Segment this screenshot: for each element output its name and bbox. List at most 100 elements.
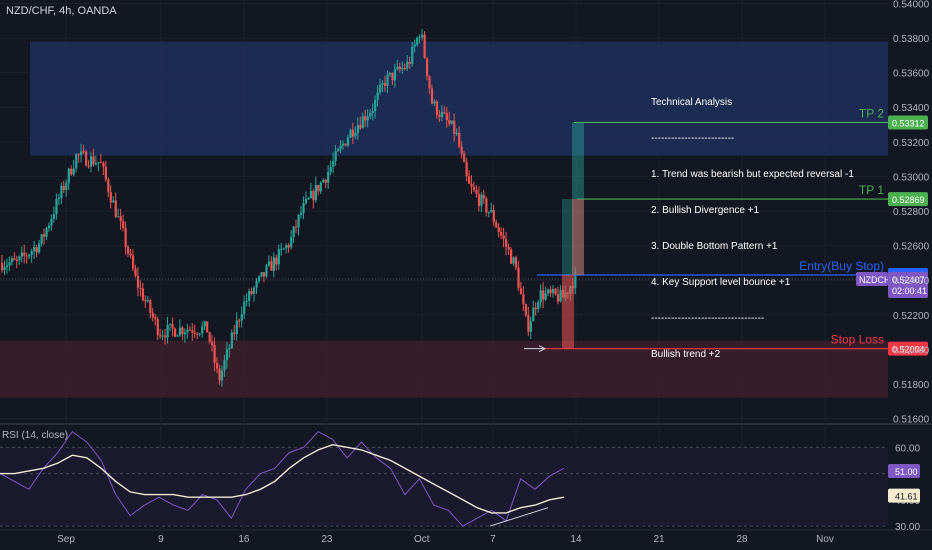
candle-down <box>124 227 127 247</box>
candle-down <box>15 259 19 261</box>
candle-down <box>351 129 355 137</box>
candle-down <box>359 125 362 129</box>
candle-down <box>383 83 387 87</box>
candle-up <box>257 276 261 281</box>
candle-up <box>349 129 352 138</box>
candle-down <box>151 312 154 318</box>
candle-up <box>376 92 379 100</box>
candle-down <box>517 267 520 289</box>
candle-up <box>178 327 182 336</box>
candle-down <box>472 186 476 191</box>
candle-down <box>423 34 426 58</box>
candle-up <box>94 163 98 165</box>
price-axis-tick: 0.51800 <box>893 380 930 391</box>
candle-up <box>297 214 300 228</box>
candle-down <box>485 198 488 213</box>
candle-down <box>438 115 441 118</box>
price-axis-tick: 0.52000 <box>893 345 930 356</box>
candle-down <box>324 179 327 183</box>
level-label: Entry(Buy Stop) <box>799 259 884 273</box>
candle-up <box>319 182 322 192</box>
candle-down <box>467 176 471 184</box>
candle-up <box>341 143 345 146</box>
candle-down <box>495 222 498 228</box>
rsi-band <box>0 447 888 527</box>
candle-up <box>366 116 369 121</box>
countdown-text: 02:00:41 <box>892 286 927 296</box>
price-axis-tick: 0.53000 <box>893 172 930 183</box>
candle-down <box>482 194 486 199</box>
candle-up <box>388 72 392 75</box>
candle-up <box>117 216 120 218</box>
analysis-note: Technical Analysis ---------------------… <box>651 73 854 385</box>
price-axis-tick: 0.53200 <box>893 138 930 149</box>
candle-down <box>99 162 103 164</box>
price-axis-tick: 0.53600 <box>893 69 930 80</box>
candle-up <box>186 329 189 333</box>
candle-up <box>290 237 293 248</box>
candle-up <box>369 112 372 117</box>
tp2-projection-box <box>572 122 584 275</box>
candle-up <box>379 84 382 93</box>
price-tag-text: 0.53312 <box>892 118 925 128</box>
time-axis-tick: 23 <box>321 534 333 545</box>
candle-up <box>52 214 56 219</box>
candle-down <box>428 76 431 89</box>
candle-up <box>260 272 263 277</box>
candle-up <box>455 133 458 135</box>
candle-down <box>275 257 278 265</box>
last-price-text: 0.52407 <box>892 275 925 285</box>
candle-up <box>512 257 515 264</box>
candle-down <box>92 156 95 165</box>
candle-up <box>248 290 251 301</box>
candle-up <box>50 218 53 226</box>
candle-down <box>519 288 523 295</box>
candle-down <box>43 234 46 237</box>
candle-up <box>433 101 436 104</box>
candle-up <box>381 83 384 85</box>
candle-up <box>285 245 288 249</box>
rsi-value-text: 51.00 <box>895 467 918 477</box>
candle-up <box>89 156 93 167</box>
candle-down <box>453 120 456 134</box>
candle-down <box>534 307 537 310</box>
analysis-line: 2. Bullish Divergence +1 <box>651 205 760 216</box>
symbol-tag-text: NZDCHF <box>859 275 896 285</box>
candle-up <box>72 168 75 175</box>
candle-down <box>218 368 221 381</box>
candle-up <box>220 370 224 381</box>
candle-up <box>411 46 414 65</box>
candle-up <box>374 99 377 112</box>
time-axis-tick: Sep <box>57 534 75 545</box>
rsi-ma-line <box>0 443 565 514</box>
candle-down <box>507 246 510 250</box>
candle-up <box>529 321 532 332</box>
analysis-line: ---------------------------------- <box>651 313 765 324</box>
candle-down <box>408 61 411 65</box>
price-axis-tick: 0.52400 <box>893 276 930 287</box>
candle-down <box>193 332 196 334</box>
candle-up <box>20 252 23 257</box>
level-label: TP 2 <box>859 106 884 120</box>
analysis-line: 1. Trend was bearish but expected revers… <box>651 169 854 180</box>
candle-down <box>102 162 105 167</box>
level-label: TP 1 <box>859 183 884 197</box>
candle-up <box>539 290 542 303</box>
candle-up <box>307 198 310 200</box>
candle-down <box>149 300 152 313</box>
candle-down <box>144 300 147 302</box>
candle-up <box>47 225 51 229</box>
analysis-line: 4. Key Support level bounce +1 <box>651 277 791 288</box>
candle-up <box>356 125 359 134</box>
candle-up <box>65 182 68 190</box>
candle-up <box>183 332 187 335</box>
candle-down <box>139 287 142 289</box>
candle-down <box>141 288 145 301</box>
candle-up <box>203 321 206 327</box>
candle-down <box>492 210 495 223</box>
candle-up <box>532 307 535 322</box>
candle-up <box>67 168 70 183</box>
candle-down <box>443 111 446 114</box>
price-tag-text: 0.52004 <box>892 345 925 355</box>
